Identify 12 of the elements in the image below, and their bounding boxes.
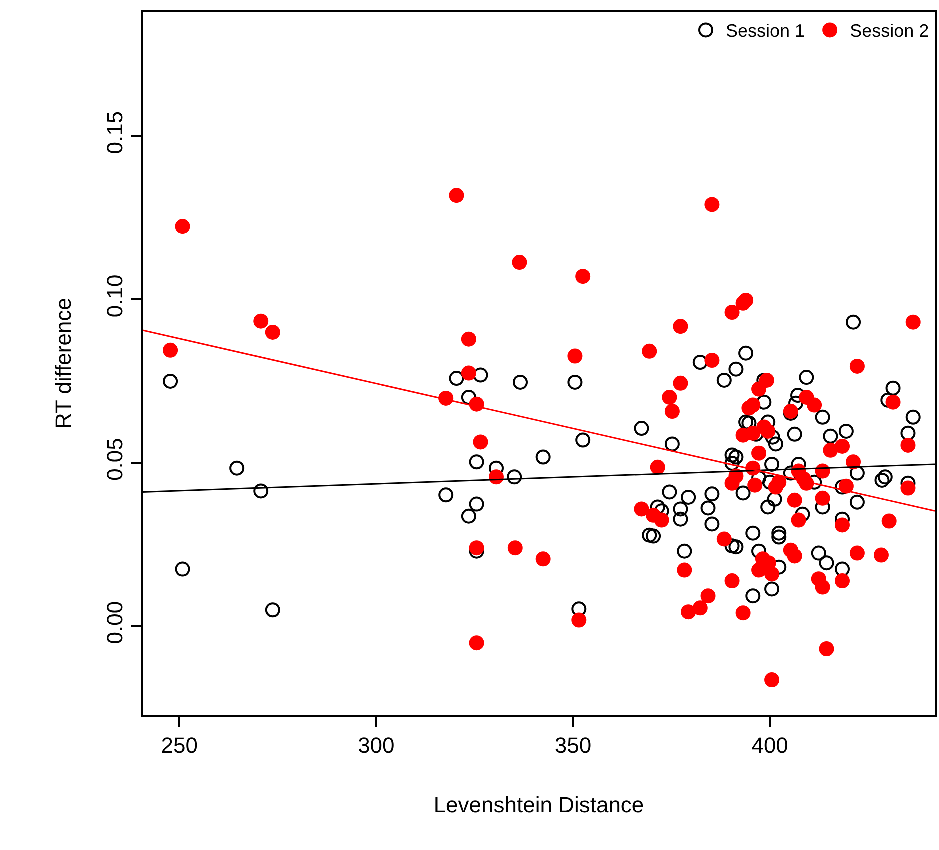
x-tick-label: 250 bbox=[161, 733, 198, 758]
y-tick-label: 0.10 bbox=[102, 274, 128, 318]
x-tick-label: 350 bbox=[554, 733, 592, 758]
legend-label: Session 1 bbox=[726, 21, 806, 42]
y-tick-label: 0.05 bbox=[102, 438, 128, 481]
y-tick-label: 0.15 bbox=[102, 111, 128, 154]
x-axis-title: Levenshtein Distance bbox=[434, 792, 644, 818]
y-axis-title: RT difference bbox=[50, 298, 76, 429]
legend-label: Session 2 bbox=[850, 21, 930, 42]
x-tick-label: 300 bbox=[358, 733, 395, 758]
y-tick-label: 0.00 bbox=[102, 601, 128, 644]
x-tick-label: 400 bbox=[752, 733, 788, 758]
